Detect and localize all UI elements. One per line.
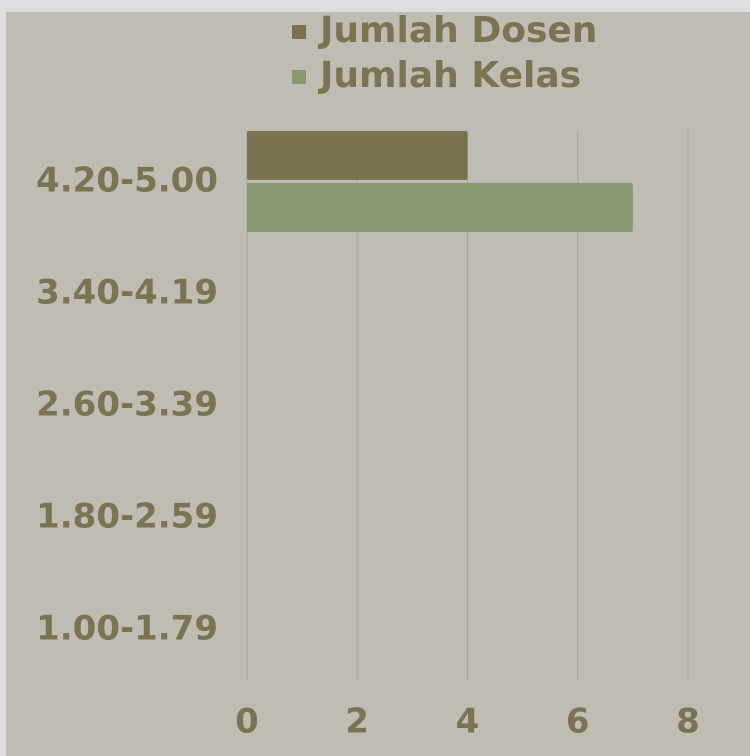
bar [247, 131, 468, 180]
y-tick-label: 3.40-4.19 [36, 273, 218, 313]
x-tick-label: 2 [345, 702, 369, 742]
x-tick-label: 8 [676, 702, 700, 742]
x-tick-label: 6 [566, 702, 590, 742]
y-tick-label: 1.80-2.59 [36, 497, 218, 537]
legend-swatch [292, 25, 306, 39]
y-tick-label: 4.20-5.00 [36, 161, 218, 201]
y-tick-label: 1.00-1.79 [36, 609, 218, 649]
y-tick-label: 2.60-3.39 [36, 385, 218, 425]
legend-swatch [292, 70, 306, 84]
bar [247, 183, 633, 232]
x-tick-label: 4 [456, 702, 480, 742]
x-tick-label: 0 [235, 702, 259, 742]
legend-label: Jumlah Dosen [317, 10, 597, 51]
legend-label: Jumlah Kelas [317, 55, 581, 96]
